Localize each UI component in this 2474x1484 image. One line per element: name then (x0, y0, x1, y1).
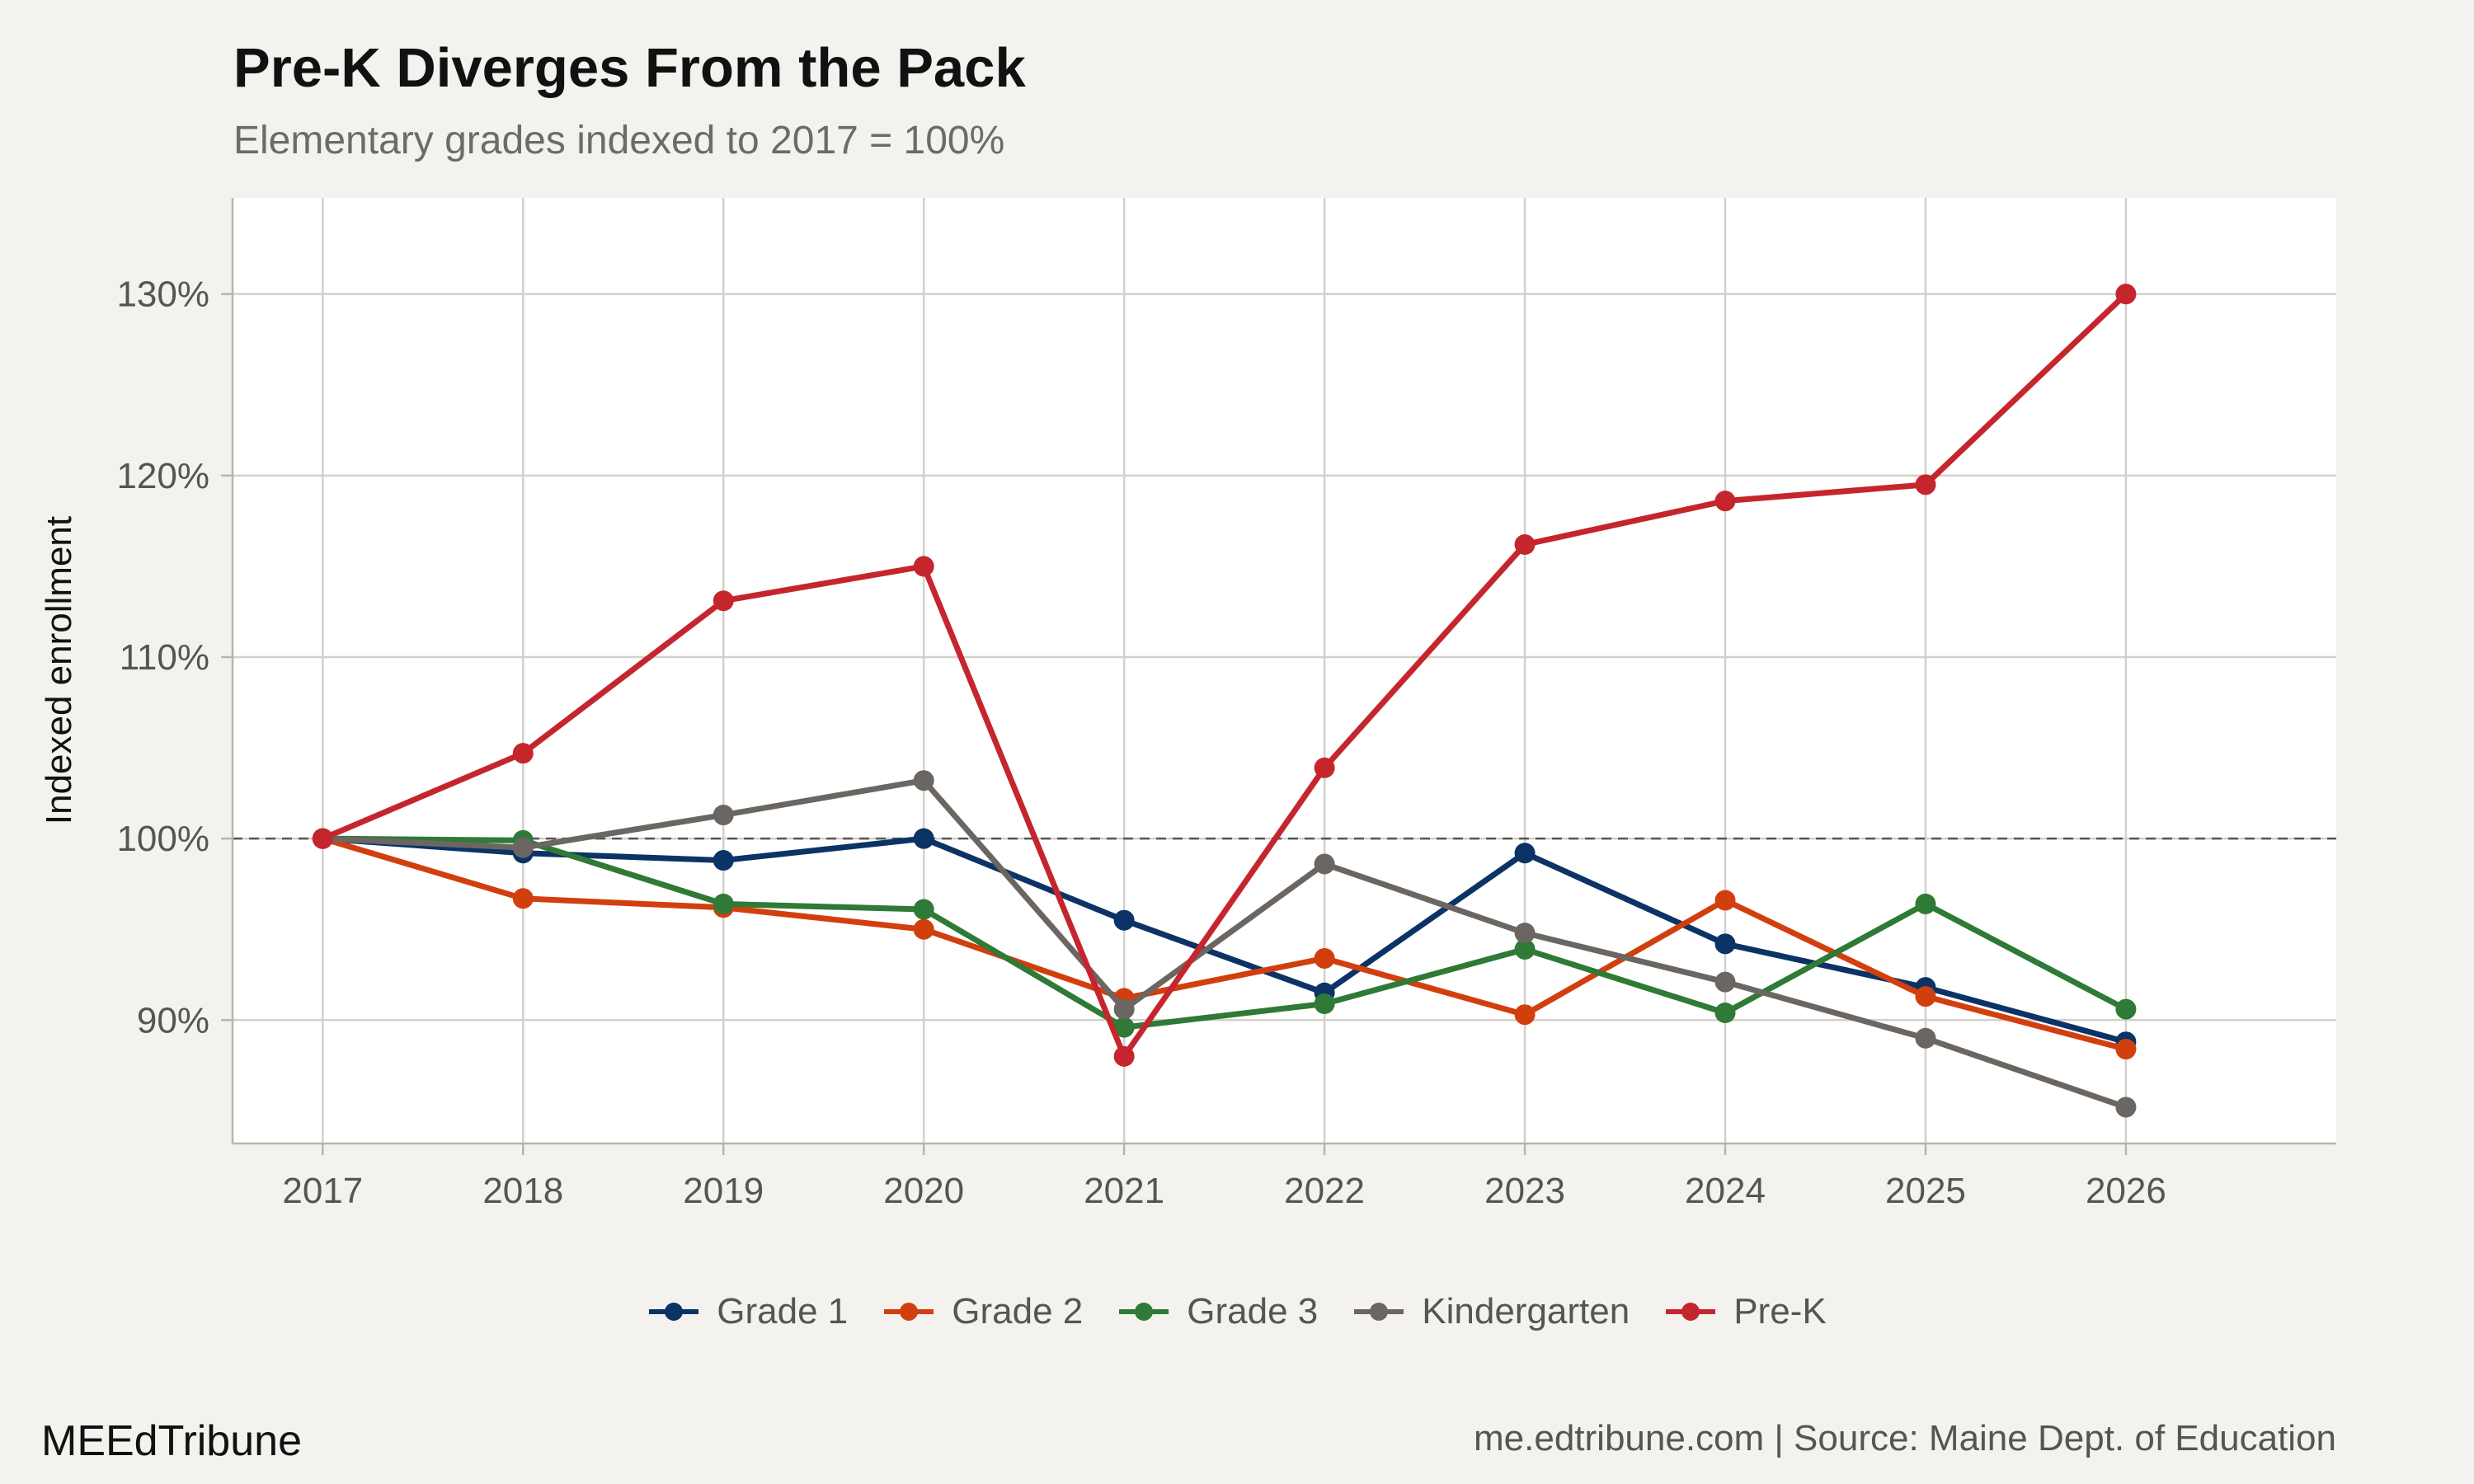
data-point-grade-1 (713, 850, 734, 871)
series-line-grade-3 (319, 835, 2129, 1031)
x-tick-label: 2025 (1885, 1171, 1966, 1211)
legend-swatch (647, 1295, 700, 1328)
data-point-grade-3 (1915, 893, 1936, 914)
data-point-kindergarten (1113, 998, 1135, 1020)
data-point-grade-1 (1113, 909, 1135, 931)
x-tick-label: 2021 (1084, 1171, 1164, 1211)
series-pre-k (312, 284, 2137, 1067)
data-point-pre-k (312, 828, 333, 849)
legend-swatch (882, 1295, 935, 1328)
chart-subtitle: Elementary grades indexed to 2017 = 100% (233, 119, 1005, 162)
series-group (312, 284, 2137, 1118)
legend-item-pre-k: Pre-K (1664, 1291, 1827, 1332)
data-point-pre-k (913, 556, 934, 577)
data-point-kindergarten (713, 805, 734, 826)
legend-swatch (1117, 1295, 1170, 1328)
x-tick-label: 2026 (2086, 1171, 2166, 1211)
data-point-pre-k (1714, 491, 1736, 512)
data-point-pre-k (1514, 533, 1536, 555)
data-point-kindergarten (512, 837, 534, 858)
y-axis-ticks: 90% 100% 110% 120% 130% (116, 275, 233, 1040)
series-kindergarten (312, 770, 2137, 1118)
chart-legend: Grade 1 Grade 2 Grade 3 Kindergarten Pre-K (0, 1291, 2474, 1332)
plot-panel (233, 198, 2336, 1144)
data-point-grade-1 (1514, 843, 1536, 864)
source-caption: me.edtribune.com | Source: Maine Dept. o… (1474, 1418, 2336, 1458)
data-point-grade-3 (1113, 1017, 1135, 1038)
data-point-grade-3 (2115, 998, 2137, 1020)
data-point-pre-k (1915, 474, 1936, 495)
data-point-kindergarten (1915, 1027, 1936, 1049)
legend-item-grade-1: Grade 1 (647, 1291, 848, 1332)
legend-label: Kindergarten (1422, 1291, 1630, 1331)
legend-item-kindergarten: Kindergarten (1352, 1291, 1630, 1332)
data-point-kindergarten (913, 770, 934, 791)
x-tick-label: 2017 (282, 1171, 363, 1211)
x-tick-label: 2022 (1284, 1171, 1365, 1211)
data-point-grade-3 (1314, 993, 1335, 1014)
brand-label: MEEdTribune (41, 1417, 302, 1465)
series-line-grade-2 (319, 835, 2129, 1053)
data-point-grade-2 (512, 888, 534, 909)
series-line-grade-1 (319, 835, 2129, 1045)
y-tick-label: 130% (116, 275, 209, 315)
legend-item-grade-3: Grade 3 (1117, 1291, 1318, 1332)
y-tick-label: 90% (137, 1000, 209, 1040)
data-point-kindergarten (1514, 923, 1536, 944)
y-tick-label: 110% (120, 637, 209, 678)
chart-title: Pre-K Diverges From the Pack (233, 37, 1026, 99)
x-axis-ticks: 2017 2018 2019 2020 2021 2022 2023 2024 2025 2026 (282, 1144, 2166, 1211)
data-point-grade-2 (2115, 1039, 2137, 1060)
x-tick-label: 2020 (883, 1171, 964, 1211)
data-point-grade-2 (1915, 986, 1936, 1007)
data-point-grade-2 (1314, 947, 1335, 969)
series-line-pre-k (319, 291, 2129, 1059)
legend-label: Pre-K (1733, 1291, 1827, 1331)
data-point-kindergarten (1714, 971, 1736, 993)
data-point-grade-2 (1514, 1004, 1536, 1026)
data-point-grade-1 (913, 828, 934, 849)
legend-swatch (1664, 1295, 1717, 1328)
series-line-kindergarten (319, 777, 2129, 1111)
data-point-grade-3 (1714, 1002, 1736, 1023)
y-axis-title: Indexed enrollment (39, 516, 79, 824)
data-point-grade-2 (913, 918, 934, 940)
data-point-grade-2 (1714, 890, 1736, 911)
legend-label: Grade 2 (952, 1291, 1084, 1331)
data-point-grade-1 (1714, 933, 1736, 955)
data-point-pre-k (1314, 757, 1335, 778)
legend-swatch (1352, 1295, 1405, 1328)
data-point-pre-k (512, 743, 534, 764)
legend-label: Grade 1 (717, 1291, 849, 1331)
legend-item-grade-2: Grade 2 (882, 1291, 1083, 1332)
data-point-kindergarten (2115, 1097, 2137, 1118)
data-point-pre-k (2115, 284, 2137, 305)
x-tick-label: 2018 (482, 1171, 563, 1211)
data-point-kindergarten (1314, 853, 1335, 875)
data-point-grade-3 (713, 893, 734, 914)
data-point-grade-3 (913, 899, 934, 920)
x-tick-label: 2023 (1484, 1171, 1565, 1211)
legend-label: Grade 3 (1187, 1291, 1319, 1331)
x-tick-label: 2024 (1685, 1171, 1766, 1211)
data-point-grade-3 (1514, 938, 1536, 960)
x-tick-label: 2019 (683, 1171, 764, 1211)
data-point-pre-k (1113, 1045, 1135, 1067)
data-point-pre-k (713, 590, 734, 612)
y-tick-label: 100% (116, 819, 209, 859)
y-tick-label: 120% (116, 456, 209, 496)
